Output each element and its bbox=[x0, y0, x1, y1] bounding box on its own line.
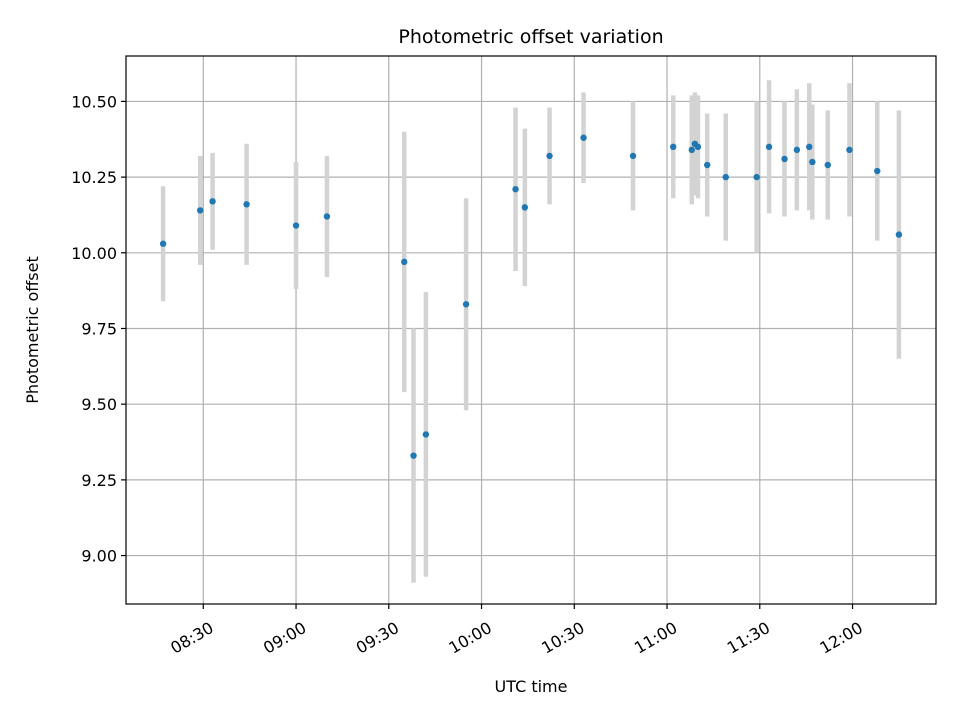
data-point bbox=[629, 152, 637, 160]
data-point bbox=[704, 161, 711, 169]
data-point bbox=[846, 146, 853, 154]
data-point bbox=[781, 155, 788, 163]
data-point bbox=[410, 452, 417, 459]
y-axis-ticks: 9.00 9.25 9.50 9.75 10.00 10.25 10.50 bbox=[71, 92, 126, 566]
y-tick-label: 9.00 bbox=[81, 547, 117, 566]
y-axis-label: Photometric offset bbox=[23, 256, 42, 404]
data-point bbox=[753, 173, 760, 181]
grid-lines bbox=[126, 56, 936, 604]
data-point bbox=[765, 143, 773, 151]
data-point bbox=[688, 146, 695, 154]
data-point bbox=[159, 240, 167, 247]
x-axis-label: UTC time bbox=[495, 677, 568, 696]
data-point bbox=[546, 152, 553, 160]
data-point bbox=[722, 173, 729, 181]
data-point bbox=[580, 134, 587, 141]
data-point bbox=[806, 143, 813, 151]
data-point bbox=[793, 146, 801, 154]
y-tick-label: 10.25 bbox=[71, 168, 117, 187]
data-point bbox=[824, 161, 831, 169]
data-points bbox=[159, 134, 903, 459]
y-tick-label: 10.00 bbox=[71, 244, 117, 263]
data-point bbox=[874, 167, 881, 175]
data-point bbox=[196, 207, 204, 214]
data-point bbox=[292, 222, 300, 229]
chart-title: Photometric offset variation bbox=[398, 26, 663, 48]
y-tick-label: 9.25 bbox=[81, 471, 117, 490]
data-point bbox=[323, 213, 331, 220]
data-point bbox=[209, 198, 216, 205]
plot-frame bbox=[125, 55, 937, 605]
data-point bbox=[243, 201, 250, 208]
data-point bbox=[512, 186, 519, 193]
data-point bbox=[401, 258, 408, 266]
data-point bbox=[521, 204, 529, 211]
data-point bbox=[670, 143, 677, 151]
data-point bbox=[462, 301, 470, 308]
data-point bbox=[895, 231, 903, 238]
data-point bbox=[694, 143, 702, 151]
y-tick-label: 10.50 bbox=[71, 92, 117, 111]
y-tick-label: 9.75 bbox=[81, 319, 117, 338]
y-tick-label: 9.50 bbox=[81, 395, 117, 414]
data-point bbox=[422, 431, 430, 438]
data-point bbox=[809, 158, 816, 166]
